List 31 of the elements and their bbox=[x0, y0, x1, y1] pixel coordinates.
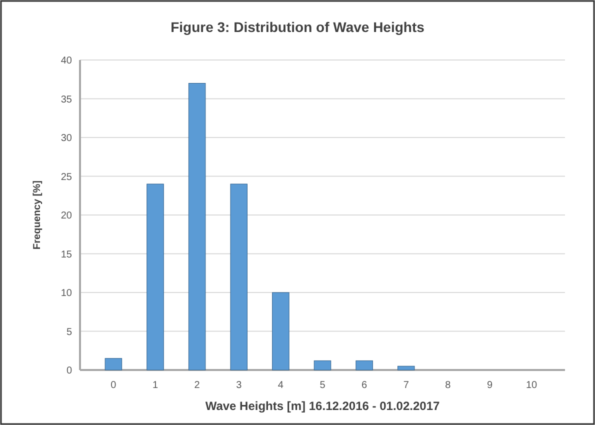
x-tick-label: 10 bbox=[526, 380, 538, 391]
y-tick-label: 15 bbox=[60, 249, 72, 260]
y-tick-label: 25 bbox=[60, 172, 72, 183]
bar bbox=[398, 366, 415, 370]
x-tick-label: 6 bbox=[362, 380, 368, 391]
bar bbox=[272, 292, 290, 370]
bar bbox=[104, 358, 122, 370]
bar bbox=[230, 184, 248, 370]
bar bbox=[356, 360, 373, 370]
x-tick-label: 0 bbox=[110, 380, 117, 391]
bar bbox=[314, 360, 332, 370]
y-tick-label: 5 bbox=[66, 326, 72, 338]
bar bbox=[146, 184, 164, 370]
y-tick-label: 30 bbox=[60, 133, 72, 144]
bar bbox=[188, 83, 206, 370]
x-axis-title: Wave Heights [m] 16.12.2016 - 01.02.2017 bbox=[205, 399, 440, 413]
x-tick-label: 3 bbox=[236, 380, 242, 391]
x-tick-label: 5 bbox=[320, 380, 326, 391]
y-tick-label: 10 bbox=[60, 288, 72, 299]
y-tick-label: 35 bbox=[60, 94, 72, 106]
x-tick-label: 9 bbox=[486, 380, 493, 391]
x-tick-label: 8 bbox=[445, 380, 452, 391]
y-axis-title: Frequency [%] bbox=[32, 180, 43, 250]
y-tick-label: 40 bbox=[60, 56, 72, 66]
chart-title: Figure 3: Distribution of Wave Heights bbox=[170, 19, 425, 35]
x-tick-label: 1 bbox=[152, 380, 158, 391]
y-tick-label: 0 bbox=[66, 366, 72, 376]
x-tick-label: 7 bbox=[403, 380, 410, 391]
y-tick-label: 20 bbox=[60, 210, 72, 222]
x-tick-label: 2 bbox=[194, 380, 200, 391]
x-tick-label: 4 bbox=[278, 380, 284, 391]
